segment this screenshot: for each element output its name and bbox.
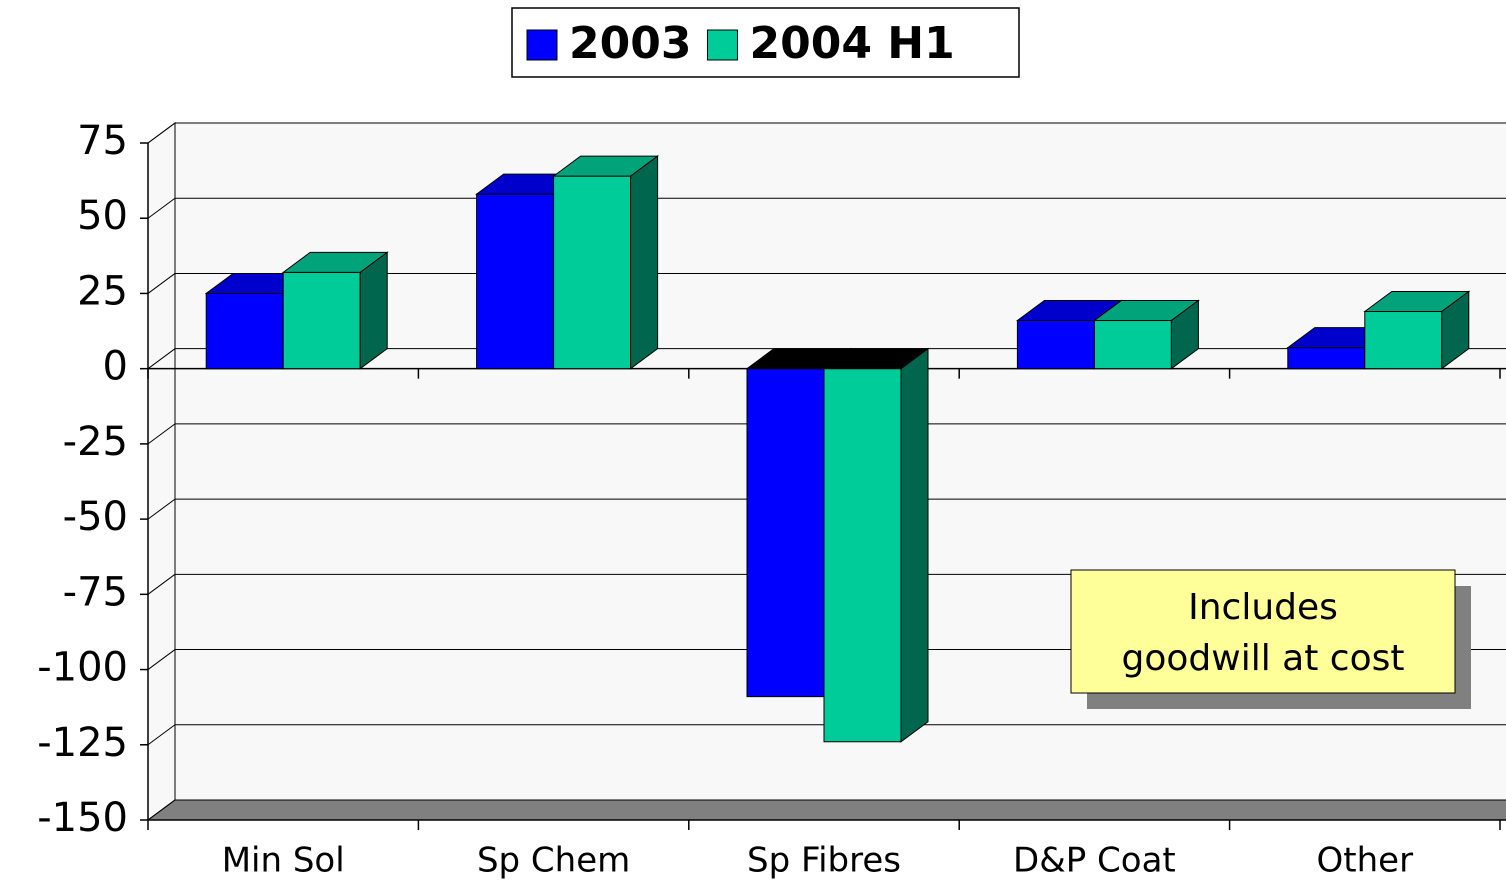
bar (1093, 320, 1172, 370)
side-wall (147, 122, 176, 821)
y-tick-label: -150 (37, 795, 128, 841)
annotation-text: Includes (1188, 587, 1338, 628)
y-tick-label: -100 (37, 645, 128, 691)
x-tick-label: Min Sol (222, 841, 345, 881)
grid-line-side (147, 348, 176, 370)
x-tick-label: D&P Coat (1013, 841, 1176, 881)
bar (746, 368, 825, 698)
floor (146, 799, 1506, 821)
x-tick-label: Other (1317, 841, 1414, 881)
grid-line-side (147, 498, 176, 520)
legend: 2003 2004 H1 (526, 18, 955, 69)
bar-side (900, 347, 929, 743)
annotation-box (1070, 569, 1456, 694)
y-tick-label: -125 (37, 720, 128, 766)
annotation: Includes goodwill at cost (1070, 569, 1471, 709)
bar (1016, 320, 1095, 370)
bar (1364, 310, 1443, 370)
grid-line-side (147, 724, 176, 746)
legend-label: 2003 (569, 18, 691, 69)
grid-line-side (147, 799, 176, 821)
x-tick-label: Sp Chem (477, 841, 630, 881)
x-tick-label: Sp Fibres (747, 841, 901, 881)
bar-side (630, 155, 659, 370)
y-tick-label: 75 (77, 118, 128, 164)
y-tick-label: -50 (63, 494, 128, 540)
bar (282, 271, 361, 370)
legend-label: 2004 H1 (749, 18, 954, 69)
bar (205, 292, 284, 370)
y-tick-label: 0 (103, 344, 128, 390)
bar-side (359, 251, 388, 370)
grid-line-side (147, 197, 176, 219)
bar (823, 368, 902, 743)
grid-line-side (147, 273, 176, 294)
y-tick-label: -75 (63, 569, 128, 615)
bar (476, 193, 555, 370)
grid-line-side (147, 423, 176, 445)
y-tick-label: -25 (63, 419, 128, 465)
grid-line-side (147, 573, 176, 595)
annotation-text: goodwill at cost (1122, 638, 1405, 679)
bar-side (1170, 299, 1199, 370)
legend-box (511, 7, 1020, 78)
bar (553, 175, 632, 370)
plot-area: -150 -125 -100 -75 -50 -25 0 25 50 75 Min Sol Sp Ch… (37, 118, 1506, 881)
bar-side (1441, 290, 1470, 370)
y-tick-label: 25 (77, 268, 128, 314)
bar (1287, 347, 1366, 370)
grid-line-side (147, 649, 176, 670)
y-tick-label: 50 (77, 193, 128, 239)
grid-line-side (147, 122, 176, 144)
legend-swatch (706, 29, 738, 61)
legend-swatch (526, 29, 558, 61)
